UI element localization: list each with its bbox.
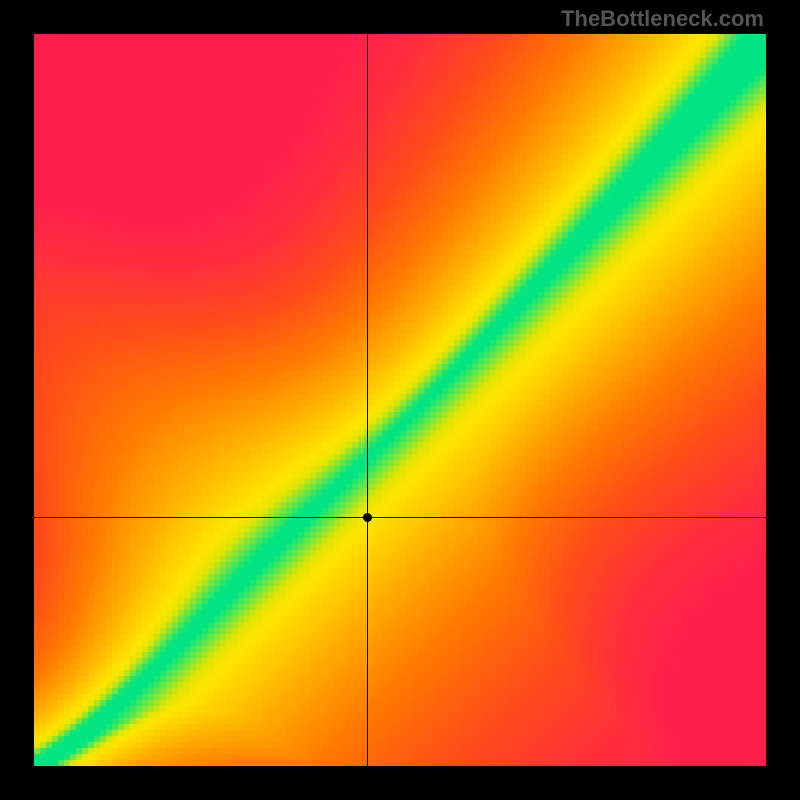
chart-container: TheBottleneck.com — [0, 0, 800, 800]
bottleneck-heatmap — [34, 34, 766, 766]
crosshair-vertical — [367, 34, 368, 766]
crosshair-marker — [363, 513, 372, 522]
watermark-text: TheBottleneck.com — [561, 6, 764, 32]
crosshair-horizontal — [34, 517, 766, 518]
